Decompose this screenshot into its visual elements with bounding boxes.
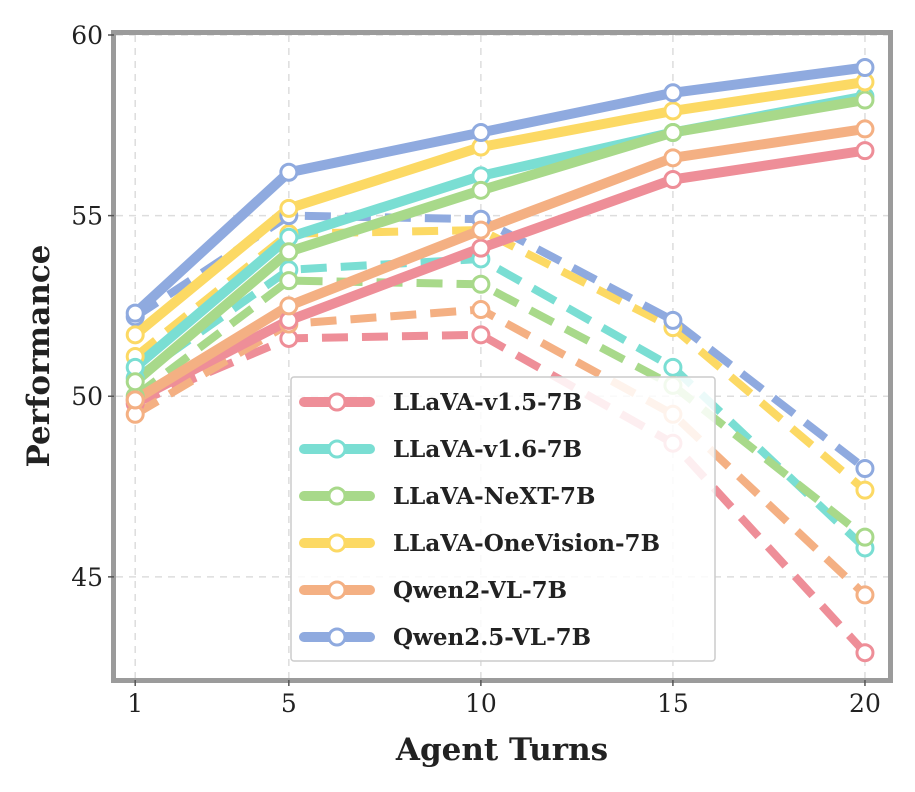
- x-tick-label: 10: [465, 689, 497, 718]
- legend: LLaVA-v1.5-7B LLaVA-v1.6-7B LLaVA-NeXT-7B L…: [290, 376, 716, 662]
- data-point-qwen2-5-vl-7b: [279, 162, 299, 182]
- data-point-qwen2-vl-7b: [125, 390, 145, 410]
- data-point-llava-next-7b: [125, 372, 145, 392]
- data-point-llava-next-7b: [471, 180, 491, 200]
- markers: [125, 58, 875, 663]
- data-point-llava-v1-5-7b: [855, 643, 875, 663]
- legend-label: LLaVA-v1.6-7B: [393, 436, 582, 463]
- legend-swatch-marker: [327, 580, 347, 600]
- data-point-llava-onevision-7b: [855, 480, 875, 500]
- x-tick-label: 15: [657, 689, 689, 718]
- data-point-llava-onevision-7b: [125, 325, 145, 345]
- data-point-qwen2-5-vl-7b: [125, 303, 145, 323]
- series-line-llava-v1-6-7b-solid: [130, 91, 870, 373]
- data-point-llava-next-7b: [663, 123, 683, 143]
- legend-label: Qwen2-VL-7B: [393, 577, 567, 604]
- legend-item-qwen2-vl-7b: Qwen2-VL-7B: [299, 577, 567, 604]
- data-point-llava-next-7b: [279, 271, 299, 291]
- legend-item-qwen2-5-vl-7b: Qwen2.5-VL-7B: [299, 624, 591, 651]
- y-ticks: 45 50 55 60: [71, 21, 114, 592]
- legend-swatch-marker: [327, 439, 347, 459]
- legend-swatch-marker: [327, 533, 347, 553]
- data-point-qwen2-5-vl-7b: [663, 83, 683, 103]
- data-point-qwen2-5-vl-7b: [855, 458, 875, 478]
- legend-swatch-marker: [327, 392, 347, 412]
- data-point-llava-next-7b: [855, 527, 875, 547]
- legend-items: LLaVA-v1.5-7B LLaVA-v1.6-7B LLaVA-NeXT-7B L…: [299, 389, 660, 651]
- y-axis-title: Performance: [21, 245, 57, 468]
- data-point-llava-onevision-7b: [663, 101, 683, 121]
- legend-item-llava-v1-6-7b: LLaVA-v1.6-7B: [299, 436, 582, 463]
- data-point-llava-onevision-7b: [279, 198, 299, 218]
- data-point-llava-v1-6-7b: [663, 357, 683, 377]
- legend-item-llava-next-7b: LLaVA-NeXT-7B: [299, 483, 596, 510]
- data-point-llava-next-7b: [855, 90, 875, 110]
- y-tick-label: 45: [71, 563, 103, 592]
- legend-label: LLaVA-OneVision-7B: [393, 530, 660, 557]
- data-point-llava-v1-5-7b: [663, 169, 683, 189]
- data-point-llava-v1-5-7b: [855, 141, 875, 161]
- data-point-qwen2-vl-7b: [663, 148, 683, 168]
- data-point-qwen2-vl-7b: [855, 119, 875, 139]
- data-point-llava-v1-5-7b: [471, 238, 491, 258]
- data-point-qwen2-5-vl-7b: [663, 310, 683, 330]
- x-ticks: 1 5 10 15 20: [127, 680, 881, 718]
- legend-swatch-marker: [327, 627, 347, 647]
- legend-label: LLaVA-v1.5-7B: [393, 389, 582, 416]
- data-point-llava-v1-5-7b: [471, 325, 491, 345]
- plot-frame: [111, 30, 893, 683]
- y-tick-label: 50: [71, 382, 103, 411]
- x-axis-title: Agent Turns: [395, 732, 608, 768]
- x-tick-label: 5: [281, 689, 297, 718]
- data-point-llava-next-7b: [471, 274, 491, 294]
- data-point-qwen2-5-vl-7b: [855, 58, 875, 78]
- legend-label: Qwen2.5-VL-7B: [393, 624, 591, 651]
- data-point-qwen2-vl-7b: [855, 585, 875, 605]
- legend-swatch-marker: [327, 486, 347, 506]
- data-point-qwen2-5-vl-7b: [471, 123, 491, 143]
- data-point-llava-next-7b: [279, 242, 299, 262]
- data-point-qwen2-vl-7b: [471, 300, 491, 320]
- x-tick-label: 20: [849, 689, 881, 718]
- y-tick-label: 55: [71, 202, 103, 231]
- legend-item-llava-v1-5-7b: LLaVA-v1.5-7B: [299, 389, 582, 416]
- legend-box: [290, 376, 716, 662]
- data-point-qwen2-vl-7b: [279, 296, 299, 316]
- y-tick-label: 60: [71, 21, 103, 50]
- legend-label: LLaVA-NeXT-7B: [393, 483, 596, 510]
- data-point-qwen2-vl-7b: [471, 220, 491, 240]
- legend-item-llava-onevision-7b: LLaVA-OneVision-7B: [299, 530, 660, 557]
- x-tick-label: 1: [127, 689, 143, 718]
